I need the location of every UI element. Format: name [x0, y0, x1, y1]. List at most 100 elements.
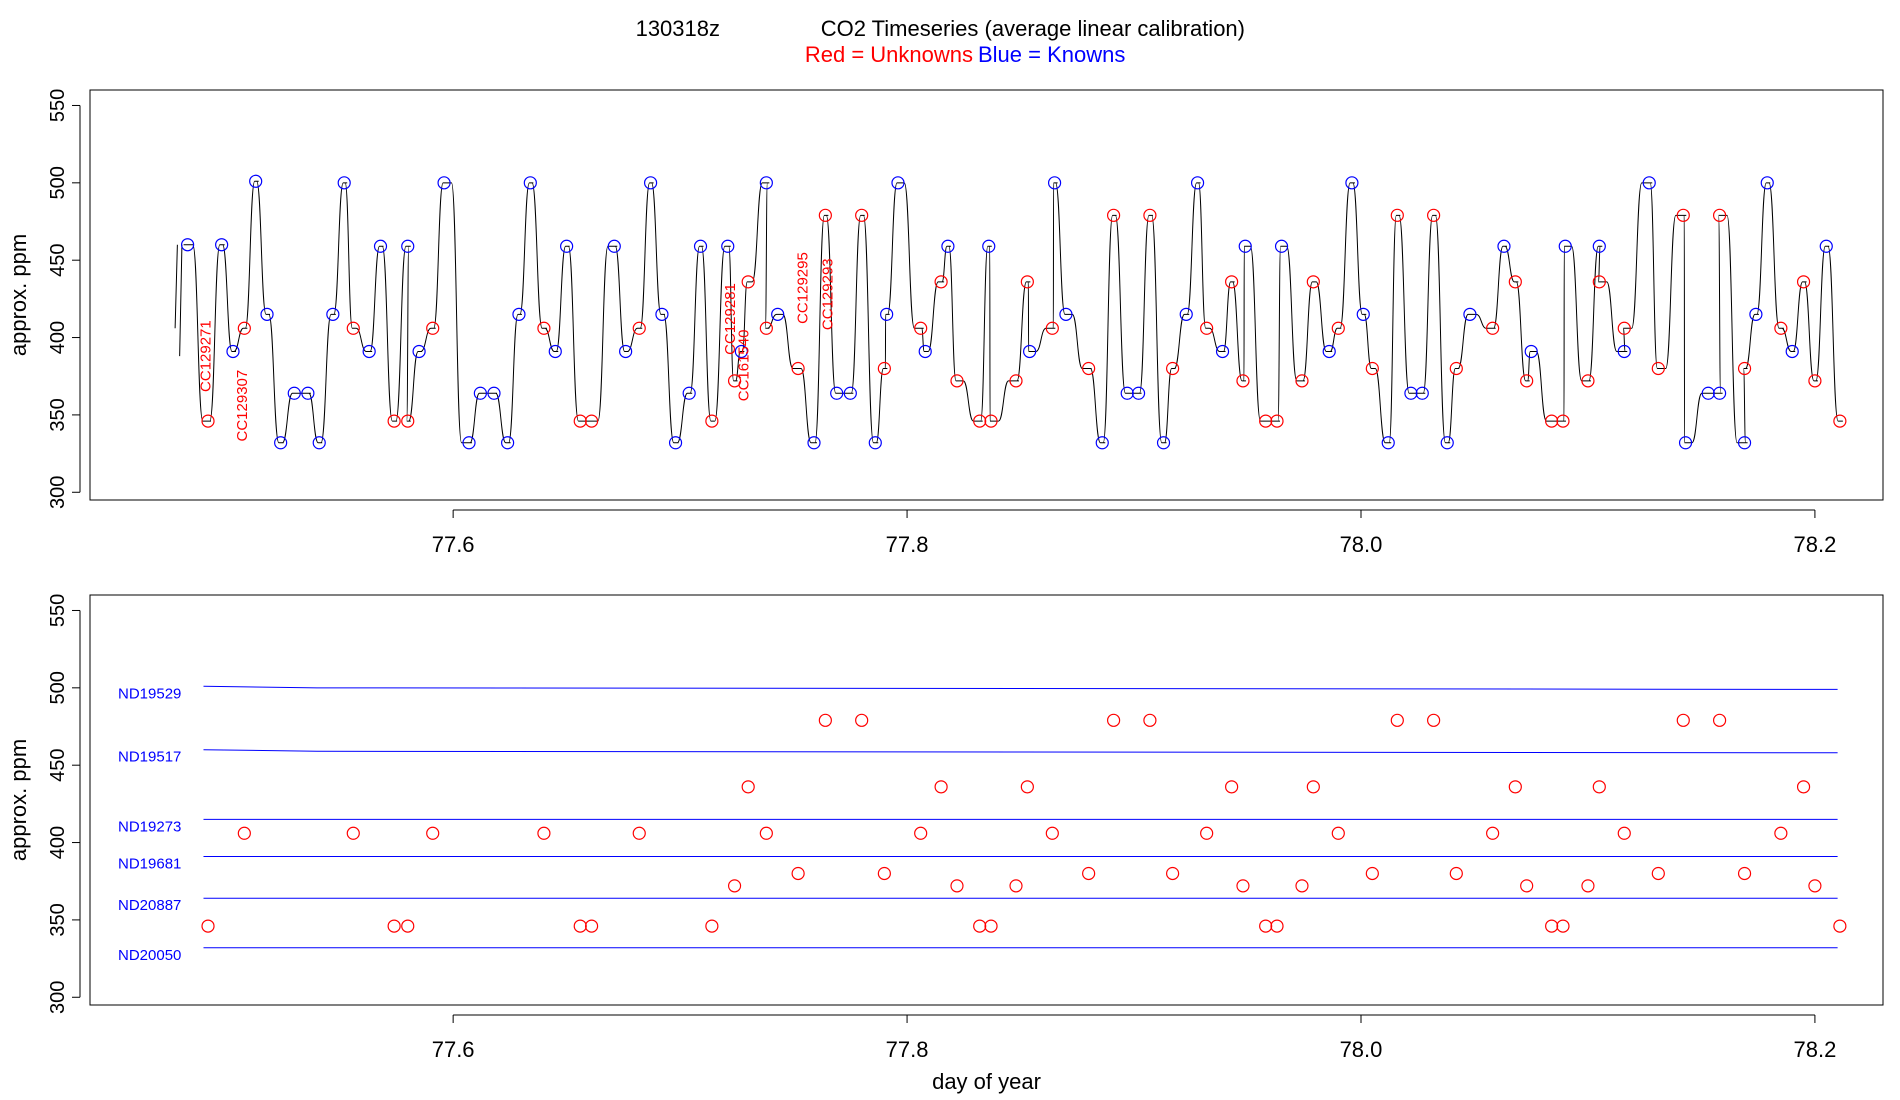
data-point [984, 414, 998, 428]
data-point [1259, 919, 1273, 933]
data-point [1796, 780, 1811, 794]
data-point [705, 919, 719, 933]
data-point [1833, 919, 1847, 933]
data-point [950, 879, 964, 893]
data-point [1179, 307, 1193, 321]
data-point [1306, 275, 1320, 289]
data-point [1556, 919, 1570, 933]
data-point [1737, 361, 1752, 376]
data-point [1676, 713, 1690, 727]
y-axis: 300 350 400 450 500 550 approx. ppm [6, 594, 81, 1014]
data-point [1774, 321, 1788, 335]
data-point [1760, 176, 1774, 190]
data-point [1524, 344, 1538, 359]
y-tick-label: 500 [47, 671, 69, 704]
cylinder-annotation: CC129281 [722, 283, 739, 355]
y-tick-label: 450 [47, 749, 69, 782]
data-point [249, 174, 263, 188]
data-point [973, 919, 987, 933]
data-point [201, 414, 215, 428]
data-point [759, 321, 773, 335]
data-point [1047, 176, 1062, 190]
data-point [1020, 275, 1034, 289]
data-point [607, 239, 621, 253]
data-point [437, 176, 451, 190]
plot-frame [89, 89, 1884, 501]
data-point [1558, 239, 1572, 253]
data-point [1236, 879, 1250, 893]
data-point [1785, 344, 1799, 359]
data-point [1676, 208, 1690, 222]
data-point [1381, 436, 1395, 450]
data-point [426, 321, 440, 335]
data-point [1440, 436, 1454, 450]
data-point [1059, 307, 1073, 321]
y-tick-label: 550 [47, 594, 69, 627]
data-point [891, 176, 905, 190]
data-point [523, 176, 537, 190]
data-point [237, 826, 251, 840]
data-point [274, 436, 288, 450]
y-tick-label: 350 [47, 903, 69, 936]
data-point [301, 386, 315, 400]
data-point [682, 386, 696, 400]
data-point [1082, 361, 1096, 376]
cylinder-annotation: CC129271 [198, 320, 215, 392]
data-point [1520, 374, 1534, 388]
x-tick-label: 77.8 [886, 532, 929, 557]
data-point [1415, 386, 1429, 400]
data-point [973, 414, 987, 428]
y-tick-label: 300 [47, 981, 69, 1014]
y-tick-label: 500 [47, 166, 69, 199]
y-tick-label: 400 [47, 826, 69, 859]
data-point [1082, 866, 1096, 881]
data-point [668, 436, 683, 450]
data-point [501, 436, 515, 450]
reference-line-label: ND20887 [118, 897, 181, 914]
data-point [734, 344, 748, 359]
data-point [548, 344, 562, 359]
data-point [1508, 780, 1522, 794]
y-tick-label: 300 [47, 476, 69, 509]
data-point [373, 239, 388, 253]
x-tick-label: 77.6 [432, 1037, 475, 1062]
x-tick-label: 77.6 [432, 532, 475, 557]
data-point [1009, 374, 1023, 388]
data-point [984, 919, 998, 933]
data-point [1156, 436, 1171, 450]
x-tick-label: 78.0 [1340, 532, 1383, 557]
data-point [1106, 208, 1121, 222]
data-point [287, 386, 301, 400]
series-unknowns [201, 713, 1847, 933]
reference-line-label: ND19273 [118, 818, 181, 835]
data-point [1390, 208, 1404, 222]
data-point [721, 239, 735, 253]
data-point [1225, 780, 1239, 794]
data-point [934, 780, 948, 794]
data-point [1045, 826, 1059, 840]
data-point [619, 344, 633, 359]
data-point [1259, 414, 1273, 428]
data-point [1274, 239, 1289, 253]
cylinder-annotation: CC129295 [795, 252, 812, 324]
data-point [346, 826, 360, 840]
reference-line-label: ND20050 [118, 947, 181, 964]
data-point [791, 361, 805, 376]
data-point [855, 713, 869, 727]
cylinder-annotation: CC161540 [736, 330, 753, 402]
reference-line [203, 749, 1838, 754]
data-point [759, 826, 773, 840]
data-point [880, 307, 894, 321]
data-point [1427, 208, 1441, 222]
legend-unknowns: Red = Unknowns [805, 42, 973, 67]
unknowns-scatter-panel: 300 350 400 450 500 550 approx. ppm 77.6 77.8 78.… [6, 594, 1884, 1094]
legend-knowns: Blue = Knowns [978, 42, 1125, 67]
data-point [818, 713, 832, 727]
data-point [1819, 239, 1833, 253]
cylinder-annotation: CC129307 [234, 370, 251, 442]
data-point [1486, 826, 1500, 840]
timeseries-trace [174, 180, 1843, 444]
data-point [237, 321, 251, 335]
data-point [1463, 307, 1477, 321]
y-tick-label: 550 [47, 89, 69, 122]
